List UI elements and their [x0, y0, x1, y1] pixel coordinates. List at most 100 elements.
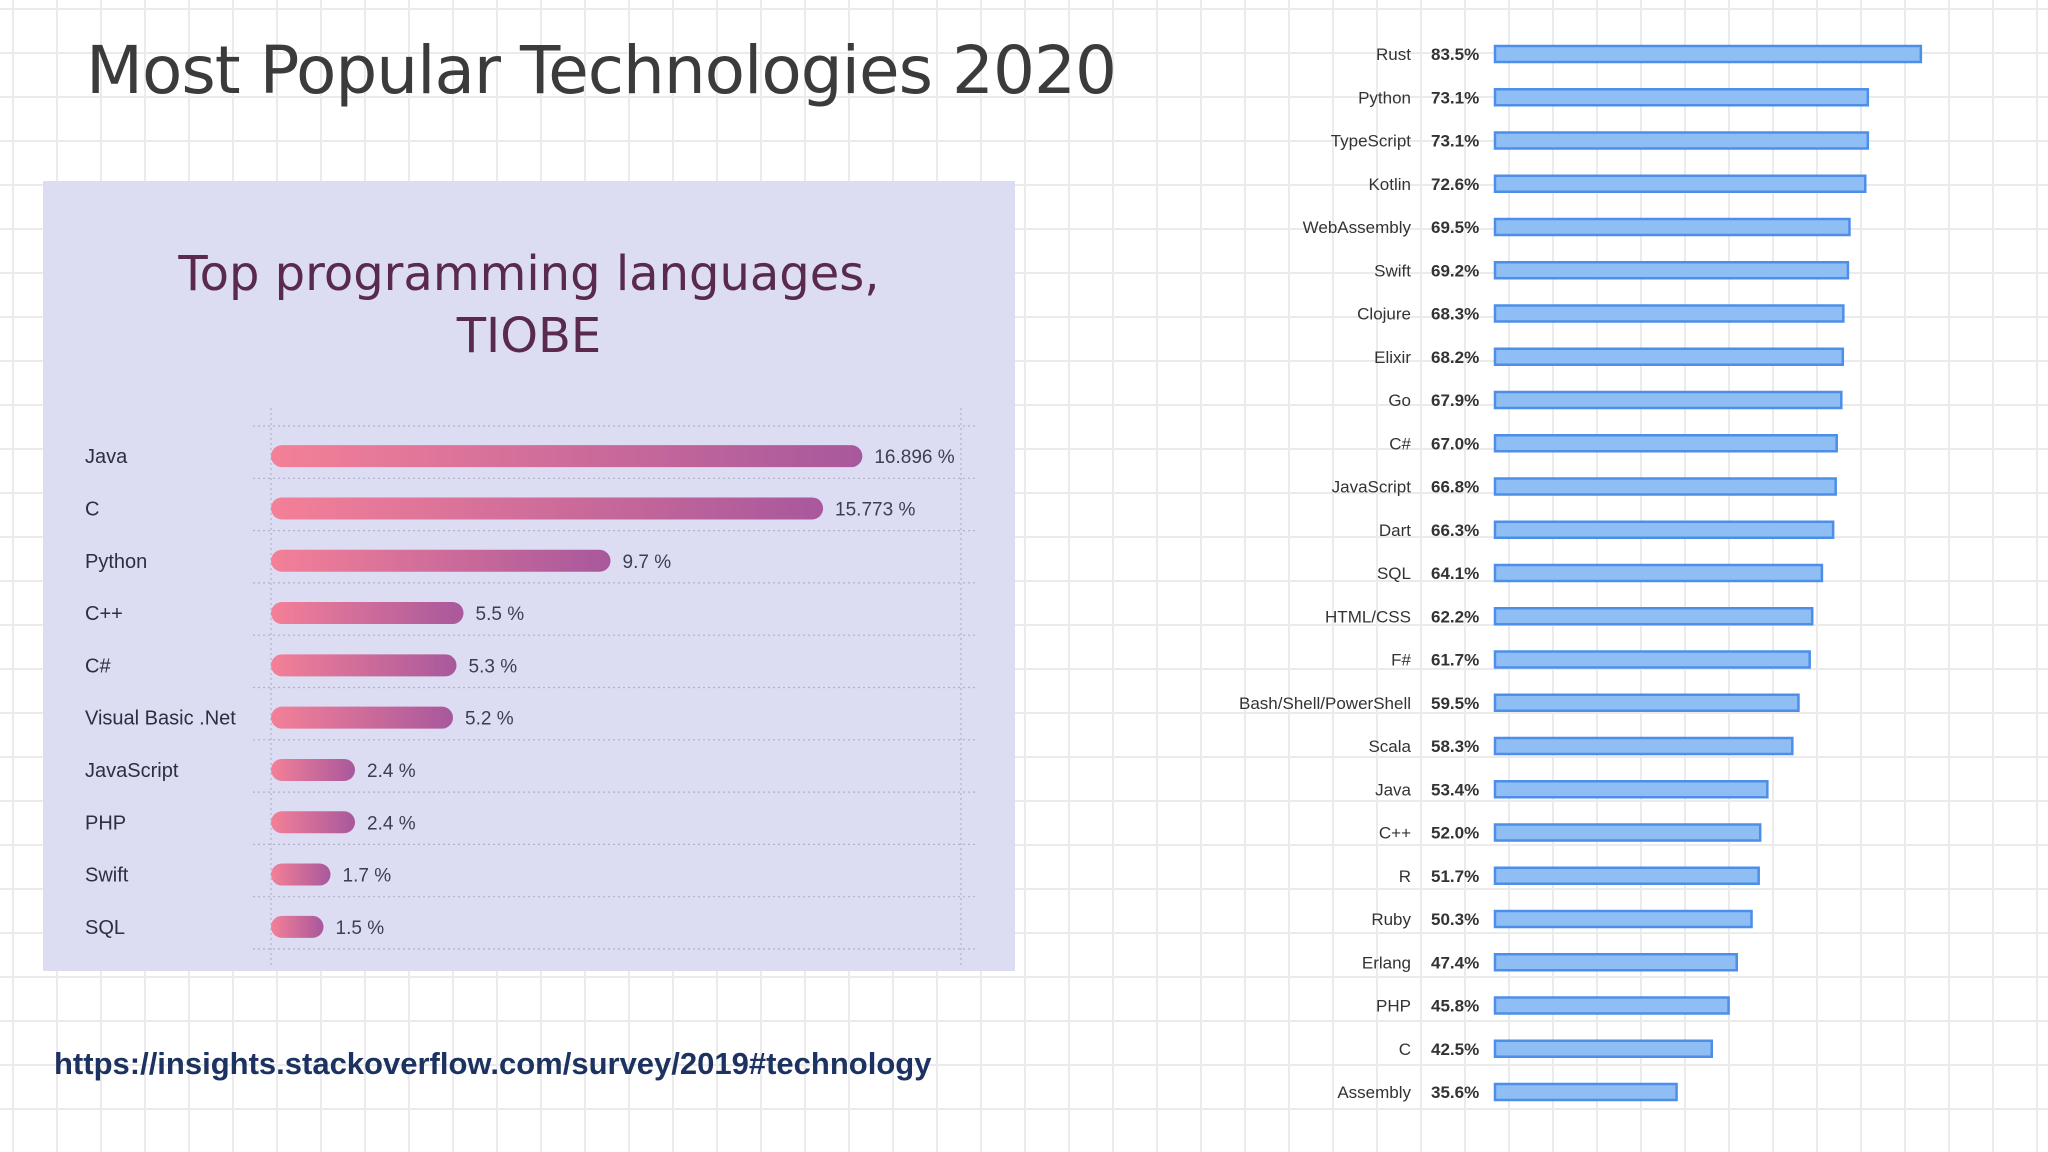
tiobe-category-label-javascript: JavaScript — [85, 760, 179, 782]
tiobe-bar-sql — [271, 915, 324, 938]
so-value-label-sql: 64.1% — [1431, 564, 1479, 583]
slide-title: Most Popular Technologies 2020 — [86, 32, 1117, 109]
tiobe-bar-c — [271, 654, 457, 677]
so-bar-sql — [1493, 563, 1824, 583]
so-category-label-go: Go — [1388, 391, 1411, 410]
so-category-label-python: Python — [1358, 88, 1411, 107]
tiobe-value-label-c: 15.773 % — [835, 499, 915, 520]
tiobe-category-label-c: C++ — [85, 603, 123, 625]
so-category-label-erlang: Erlang — [1362, 953, 1411, 972]
tiobe-chart-title: Top programming languages, TIOBE — [43, 243, 1015, 367]
so-category-label-clojure: Clojure — [1357, 305, 1411, 324]
so-category-label-bash-shell-powershell: Bash/Shell/PowerShell — [1239, 694, 1411, 713]
tiobe-category-label-c: C# — [85, 655, 111, 677]
so-category-label-typescript: TypeScript — [1331, 132, 1412, 151]
so-category-label-swift: Swift — [1374, 261, 1411, 280]
so-value-label-erlang: 47.4% — [1431, 953, 1479, 972]
tiobe-chart-title-line-1: Top programming languages, — [178, 246, 880, 302]
tiobe-value-label-visual-basic-net: 5.2 % — [465, 709, 514, 730]
tiobe-bar-javascript — [271, 758, 355, 781]
so-category-label-f: F# — [1391, 651, 1411, 670]
so-category-label-ruby: Ruby — [1371, 910, 1411, 929]
so-bar-assembly — [1493, 1082, 1678, 1102]
source-link[interactable]: https://insights.stackoverflow.com/surve… — [54, 1046, 932, 1081]
so-value-label-clojure: 68.3% — [1431, 305, 1479, 324]
stackoverflow-bar-chart: Rust 83.5% Python 73.1% TypeScript 73.1% Kotli… — [1239, 44, 1923, 1102]
tiobe-category-label-sql: SQL — [85, 917, 125, 939]
tiobe-value-label-javascript: 2.4 % — [367, 761, 416, 782]
tiobe-bar-swift — [271, 863, 331, 886]
so-value-label-python: 73.1% — [1431, 88, 1479, 107]
so-value-label-webassembly: 69.5% — [1431, 218, 1479, 237]
tiobe-value-label-swift: 1.7 % — [343, 866, 392, 887]
so-category-label-assembly: Assembly — [1337, 1083, 1411, 1102]
so-value-label-r: 51.7% — [1431, 867, 1479, 886]
so-category-label-c: C++ — [1379, 824, 1411, 843]
so-category-label-dart: Dart — [1379, 521, 1411, 540]
so-value-label-f: 61.7% — [1431, 651, 1479, 670]
tiobe-bar-chart: Java 16.896 % C 15.773 % Python 9.7 % C++ 5.5 %… — [85, 408, 978, 967]
so-value-label-assembly: 35.6% — [1431, 1083, 1479, 1102]
so-value-label-java: 53.4% — [1431, 780, 1479, 799]
so-bar-html-css — [1493, 607, 1814, 626]
so-value-label-c: 67.0% — [1431, 434, 1479, 453]
so-category-label-r: R — [1399, 867, 1411, 886]
tiobe-category-label-java: Java — [85, 446, 128, 468]
so-bar-c — [1493, 1039, 1713, 1058]
so-value-label-scala: 58.3% — [1431, 737, 1479, 756]
so-bar-php — [1493, 996, 1730, 1015]
tiobe-bar-c — [271, 602, 464, 625]
so-bar-r — [1493, 866, 1760, 885]
so-bar-javascript — [1493, 477, 1837, 496]
tiobe-category-label-python: Python — [85, 551, 147, 573]
so-bar-elixir — [1493, 347, 1845, 366]
so-value-label-rust: 83.5% — [1431, 45, 1479, 64]
so-value-label-javascript: 66.8% — [1431, 478, 1479, 497]
so-value-label-html-css: 62.2% — [1431, 607, 1479, 626]
tiobe-value-label-python: 9.7 % — [623, 552, 672, 573]
so-bar-rust — [1493, 44, 1923, 64]
tiobe-category-label-php: PHP — [85, 812, 126, 834]
so-value-label-kotlin: 72.6% — [1431, 175, 1479, 194]
tiobe-bar-php — [271, 811, 355, 834]
so-bar-webassembly — [1493, 217, 1851, 237]
so-value-label-c: 42.5% — [1431, 1040, 1479, 1059]
tiobe-value-label-c: 5.3 % — [469, 656, 518, 677]
so-value-label-php: 45.8% — [1431, 997, 1479, 1016]
so-bar-java — [1493, 780, 1769, 799]
so-category-label-webassembly: WebAssembly — [1303, 218, 1412, 237]
tiobe-value-label-c: 5.5 % — [476, 604, 525, 625]
so-bar-dart — [1493, 520, 1835, 539]
so-bar-go — [1493, 390, 1843, 410]
so-category-label-scala: Scala — [1368, 737, 1411, 756]
so-category-label-rust: Rust — [1376, 45, 1411, 64]
tiobe-chart-panel: Top programming languages, TIOBE Java 16.… — [43, 181, 1015, 971]
so-category-label-java: Java — [1375, 780, 1411, 799]
so-value-label-c: 52.0% — [1431, 824, 1479, 843]
so-category-label-c: C — [1399, 1040, 1411, 1059]
so-value-label-go: 67.9% — [1431, 391, 1479, 410]
so-category-label-sql: SQL — [1377, 564, 1411, 583]
tiobe-bar-c — [271, 497, 824, 520]
so-category-label-html-css: HTML/CSS — [1325, 607, 1411, 626]
so-category-label-kotlin: Kotlin — [1368, 175, 1411, 194]
so-category-label-javascript: JavaScript — [1332, 478, 1412, 497]
so-value-label-dart: 66.3% — [1431, 521, 1479, 540]
so-bar-bash-shell-powershell — [1493, 693, 1800, 712]
tiobe-value-label-java: 16.896 % — [874, 447, 954, 468]
so-value-label-swift: 69.2% — [1431, 261, 1479, 280]
so-bar-typescript — [1493, 131, 1870, 150]
so-value-label-typescript: 73.1% — [1431, 132, 1479, 151]
so-bar-swift — [1493, 261, 1850, 280]
so-value-label-ruby: 50.3% — [1431, 910, 1479, 929]
so-bar-scala — [1493, 736, 1794, 756]
so-value-label-elixir: 68.2% — [1431, 348, 1479, 367]
so-bar-python — [1493, 88, 1870, 107]
tiobe-value-label-sql: 1.5 % — [336, 918, 385, 939]
tiobe-bar-java — [271, 445, 863, 468]
tiobe-bar-python — [271, 549, 611, 572]
tiobe-category-label-swift: Swift — [85, 865, 129, 887]
so-category-label-elixir: Elixir — [1374, 348, 1411, 367]
tiobe-category-label-visual-basic-net: Visual Basic .Net — [85, 708, 236, 730]
so-bar-erlang — [1493, 953, 1738, 972]
